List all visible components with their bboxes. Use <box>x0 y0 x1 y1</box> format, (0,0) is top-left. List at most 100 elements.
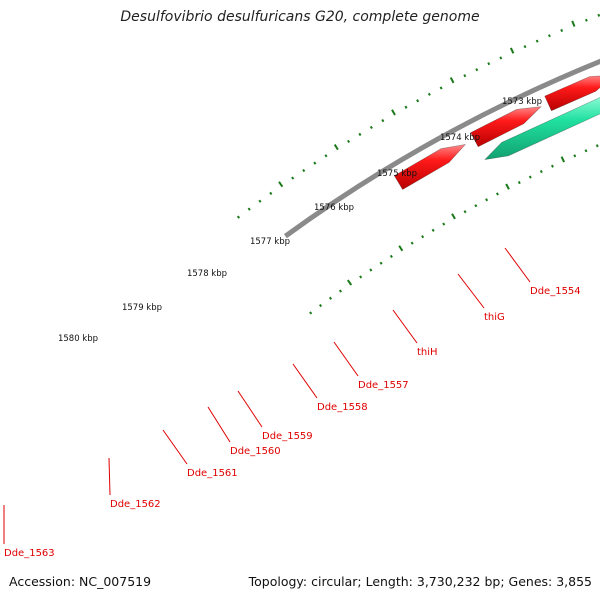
inner-minor-tick <box>379 261 383 265</box>
scale-minor-tick <box>597 13 600 17</box>
scale-minor-tick <box>547 34 551 38</box>
inner-minor-tick <box>485 198 489 202</box>
gene-label: Dde_1559 <box>262 431 313 442</box>
gene-label: Dde_1558 <box>317 402 368 413</box>
inner-minor-tick <box>573 154 577 158</box>
gene-leader-line <box>292 363 318 399</box>
scale-minor-tick <box>291 176 295 180</box>
gene-leader-line <box>457 273 485 309</box>
scale-minor-tick <box>269 191 273 195</box>
kbp-label: 1577 kbp <box>250 237 290 247</box>
gene-leader-line <box>504 247 531 283</box>
scale-minor-tick <box>584 18 588 22</box>
inner-minor-tick <box>528 175 532 179</box>
backbone-ring <box>283 58 600 239</box>
scale-minor-tick <box>404 105 408 109</box>
scale-minor-tick <box>499 56 503 60</box>
scale-minor-tick <box>463 74 467 78</box>
gene-label: Dde_1561 <box>187 468 238 479</box>
inner-minor-tick <box>319 303 323 308</box>
scale-minor-tick <box>535 39 539 43</box>
scale-minor-tick <box>236 215 241 219</box>
scale-minor-tick <box>258 199 262 203</box>
labels: 1573 kbp 1574 kbp 1575 kbp 1576 kbp 1577 kbp… <box>3 97 581 559</box>
inner-minor-tick <box>369 268 373 272</box>
inner-minor-tick <box>551 164 554 168</box>
inner-minor-tick <box>474 204 478 208</box>
gene-leader-line <box>333 341 359 377</box>
inner-major-tick <box>346 279 353 286</box>
inner-minor-tick <box>595 144 599 148</box>
inner-minor-tick <box>584 149 588 153</box>
gene-leader-line <box>162 429 188 465</box>
inner-minor-tick <box>421 235 425 239</box>
scale-major-tick <box>449 77 455 84</box>
gene-label: Dde_1554 <box>530 286 581 297</box>
scale-minor-tick <box>523 45 527 49</box>
gene-track <box>283 58 600 239</box>
gene-label: thiG <box>484 312 505 323</box>
scale-minor-tick <box>439 86 443 90</box>
scale-major-tick <box>333 144 339 151</box>
scale-minor-tick <box>302 168 306 173</box>
inner-major-tick <box>505 183 510 190</box>
kbp-label: 1580 kbp <box>58 334 98 344</box>
genome-summary-text: Topology: circular; Length: 3,730,232 bp… <box>248 574 592 589</box>
scale-minor-tick <box>487 62 491 66</box>
kbp-label: 1578 kbp <box>187 269 227 279</box>
scale-major-tick <box>509 47 515 54</box>
gene-label: thiH <box>417 347 438 358</box>
inner-minor-tick <box>495 192 499 196</box>
inner-major-tick <box>398 245 404 252</box>
scale-minor-tick <box>560 28 564 33</box>
scale-minor-tick <box>369 125 373 130</box>
gene-label: Dde_1557 <box>358 380 409 391</box>
scale-minor-tick <box>475 68 479 72</box>
kbp-label: 1579 kbp <box>122 303 162 313</box>
kbp-label: 1575 kbp <box>377 169 417 179</box>
scale-major-tick <box>278 181 284 188</box>
accession-text: Accession: NC_007519 <box>9 574 152 589</box>
gene-label: Dde_1563 <box>4 548 55 559</box>
inner-minor-tick <box>442 222 446 226</box>
scale-major-tick <box>391 109 396 116</box>
kbp-label: 1576 kbp <box>314 203 354 213</box>
scale-minor-tick <box>324 154 328 158</box>
inner-minor-tick <box>389 254 393 259</box>
inner-minor-tick <box>431 228 435 232</box>
fwd-gene-11 <box>544 75 600 112</box>
inner-minor-tick <box>338 289 343 293</box>
kbp-label: 1573 kbp <box>502 97 542 107</box>
inner-minor-tick <box>359 275 363 279</box>
inner-minor-tick <box>410 241 414 245</box>
kbp-label: 1574 kbp <box>440 133 480 143</box>
gene-leader-line <box>237 390 263 428</box>
map-title: Desulfovibrio desulfuricans G20, complet… <box>120 9 480 25</box>
scale-minor-tick <box>416 99 420 103</box>
gene-leader-line <box>108 457 111 496</box>
scale-minor-tick <box>358 132 362 136</box>
inner-minor-tick <box>517 180 521 185</box>
scale-minor-tick <box>427 92 431 96</box>
inner-minor-tick <box>328 296 333 300</box>
fwd-gene-12 <box>470 106 542 148</box>
inner-minor-tick <box>463 210 467 214</box>
scale-ticks <box>236 13 600 315</box>
fwd-gene-13 <box>393 144 467 190</box>
gene-label: Dde_1560 <box>230 446 281 457</box>
scale-minor-tick <box>347 139 351 144</box>
gene-leader-line <box>207 406 231 443</box>
inner-major-tick <box>560 156 566 163</box>
scale-minor-tick <box>381 119 385 123</box>
scale-minor-tick <box>247 207 251 211</box>
scale-major-tick <box>571 20 576 27</box>
inner-minor-tick <box>539 170 543 174</box>
inner-minor-tick <box>309 311 313 315</box>
gene-Dde_1563 <box>484 97 600 161</box>
scale-minor-tick <box>313 161 317 165</box>
gene-leader-line <box>392 309 418 344</box>
inner-major-tick <box>451 213 456 220</box>
gene-label: Dde_1562 <box>110 499 161 510</box>
